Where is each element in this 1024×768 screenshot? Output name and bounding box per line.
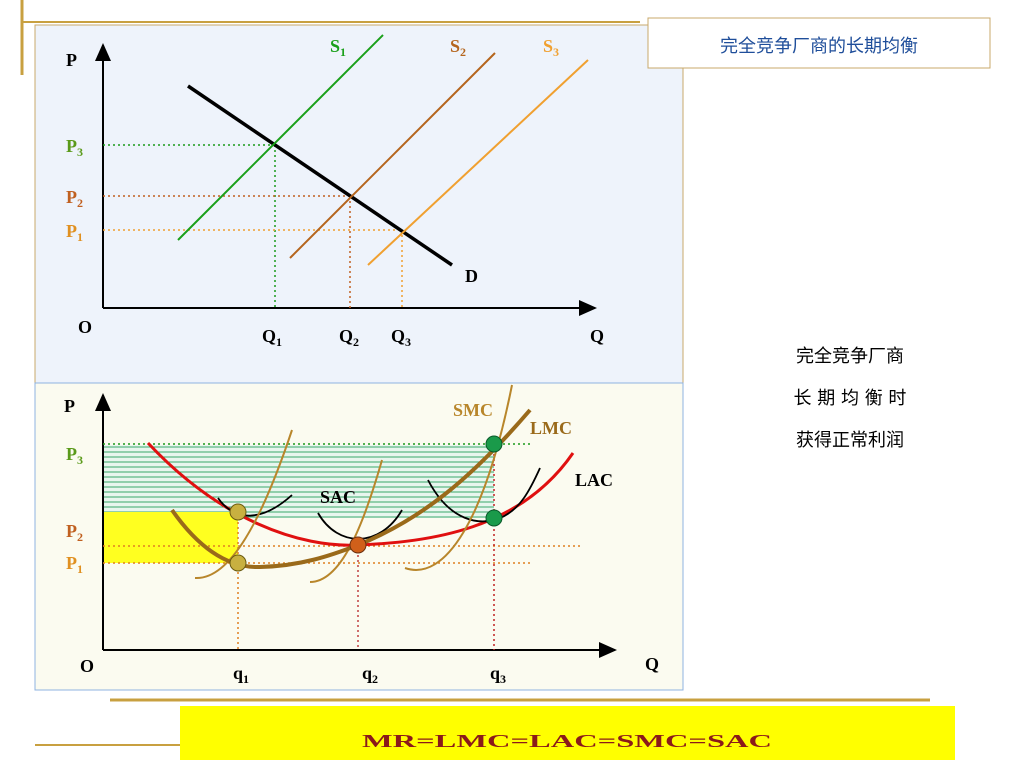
label-part: 2 bbox=[353, 335, 359, 349]
axis-label: P bbox=[66, 50, 77, 70]
curve-label: SMC bbox=[453, 400, 493, 420]
quantity-label: Q3 bbox=[391, 326, 411, 349]
label-part: 3 bbox=[405, 335, 411, 349]
label-part: 3 bbox=[77, 145, 83, 159]
label-part: S bbox=[330, 36, 340, 56]
label-part: 2 bbox=[372, 672, 378, 686]
label-part: 2 bbox=[77, 530, 83, 544]
curve-label: SAC bbox=[320, 487, 356, 507]
label-part: 1 bbox=[243, 672, 249, 686]
point bbox=[229, 554, 247, 572]
label-part: P bbox=[66, 221, 77, 241]
label-part: Q bbox=[391, 326, 405, 346]
shape bbox=[194, 429, 293, 580]
lmc-curve bbox=[170, 408, 532, 570]
label-part: 3 bbox=[553, 45, 559, 59]
formula-box bbox=[180, 706, 955, 760]
price-label: P1 bbox=[66, 221, 83, 244]
price-label: P2 bbox=[66, 187, 83, 210]
supply-curve bbox=[289, 52, 496, 259]
price-label: P2 bbox=[66, 521, 83, 544]
point bbox=[485, 435, 503, 453]
side-text: 获得正常利润 bbox=[796, 430, 904, 451]
curve-label: S1 bbox=[330, 36, 346, 59]
price-label: P3 bbox=[66, 136, 83, 159]
title: 完全竞争厂商的长期均衡 bbox=[720, 36, 918, 57]
side-text: 完全竞争厂商 bbox=[796, 346, 904, 367]
label-part: 1 bbox=[276, 335, 282, 349]
axis-label: P bbox=[64, 396, 75, 416]
axis-label: Q bbox=[645, 654, 659, 674]
label-part: P bbox=[66, 444, 77, 464]
curve-label: LMC bbox=[530, 418, 572, 438]
side-text: 长 期 均 衡 时 bbox=[794, 388, 907, 409]
curve-label: LAC bbox=[575, 470, 613, 490]
formula: MR=LMC=LAC=SMC=SAC bbox=[362, 731, 772, 751]
guides bbox=[103, 443, 580, 650]
origin-label: O bbox=[80, 656, 94, 676]
label-part: 2 bbox=[460, 45, 466, 59]
label-part: q bbox=[233, 663, 243, 683]
label-part: P bbox=[66, 553, 77, 573]
curve-label: D bbox=[465, 266, 478, 286]
title-box bbox=[647, 17, 991, 69]
label-part: Q bbox=[262, 326, 276, 346]
supply-curve bbox=[367, 59, 589, 266]
label-part: S bbox=[450, 36, 460, 56]
label-part: 2 bbox=[77, 196, 83, 210]
curve-label: S3 bbox=[543, 36, 559, 59]
shape bbox=[404, 384, 513, 571]
label-part: q bbox=[490, 663, 500, 683]
label-part: P bbox=[66, 136, 77, 156]
guides bbox=[103, 144, 403, 308]
quantity-label: Q2 bbox=[339, 326, 359, 349]
supply-curve bbox=[177, 34, 384, 241]
shape bbox=[217, 494, 293, 517]
label-part: P bbox=[66, 187, 77, 207]
quantity-label: q2 bbox=[362, 663, 378, 686]
demand-curve bbox=[187, 84, 453, 267]
point bbox=[229, 503, 247, 521]
label-part: Q bbox=[339, 326, 353, 346]
label-part: P bbox=[66, 521, 77, 541]
label-part: 1 bbox=[77, 562, 83, 576]
price-label: P3 bbox=[66, 444, 83, 467]
point bbox=[485, 509, 503, 527]
quantity-label: Q1 bbox=[262, 326, 282, 349]
quantity-label: q1 bbox=[233, 663, 249, 686]
curve-label: S2 bbox=[450, 36, 466, 59]
price-label: P1 bbox=[66, 553, 83, 576]
quantity-label: q3 bbox=[490, 663, 506, 686]
label-part: q bbox=[362, 663, 372, 683]
point bbox=[349, 536, 367, 554]
label-part: 3 bbox=[500, 672, 506, 686]
label-part: 3 bbox=[77, 453, 83, 467]
origin-label: O bbox=[78, 317, 92, 337]
label-part: S bbox=[543, 36, 553, 56]
label-part: 1 bbox=[77, 230, 83, 244]
label-part: 1 bbox=[340, 45, 346, 59]
axis-label: Q bbox=[590, 326, 604, 346]
